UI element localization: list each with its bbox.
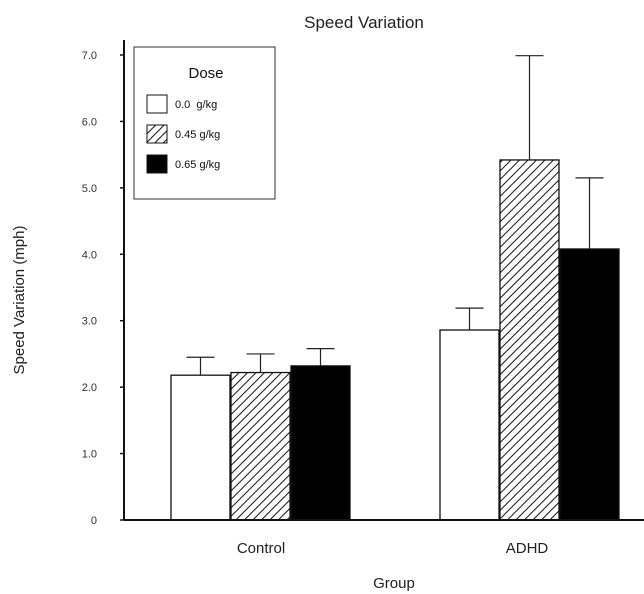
legend-swatch xyxy=(146,154,168,174)
legend-label: 0.45 g/kg xyxy=(175,129,220,141)
legend-title: Dose xyxy=(188,65,223,82)
bar xyxy=(439,329,500,521)
y-tick-label: 0 xyxy=(91,515,97,527)
legend-label: 0.0 g/kg xyxy=(175,99,217,111)
chart-title: Speed Variation xyxy=(304,13,424,32)
y-tick-label: 3.0 xyxy=(82,316,97,328)
legend-items: 0.0 g/kg 0.45 g/kg 0.65 g/kg xyxy=(146,94,220,174)
y-tick-label: 4.0 xyxy=(82,249,97,261)
bars-group xyxy=(170,55,620,521)
y-axis-ticks: 0 1.0 2.0 3.0 4.0 5.0 6.0 7.0 xyxy=(82,50,124,527)
legend-swatch xyxy=(146,124,168,144)
legend-label: 0.65 g/kg xyxy=(175,159,220,171)
y-tick-label: 6.0 xyxy=(82,116,97,128)
x-category-label: ADHD xyxy=(506,540,549,557)
legend: Dose 0.0 g/kg 0.45 g/kg 0.65 g/kg xyxy=(133,46,276,200)
bar xyxy=(230,371,291,521)
y-tick-label: 7.0 xyxy=(82,50,97,62)
bar xyxy=(290,365,351,521)
y-tick-label: 2.0 xyxy=(82,382,97,394)
x-category-label: Control xyxy=(237,540,285,557)
legend-box xyxy=(133,46,276,200)
y-tick-label: 1.0 xyxy=(82,449,97,461)
y-tick-label: 5.0 xyxy=(82,183,97,195)
x-category-labels: Control ADHD xyxy=(237,540,549,557)
y-axis-label: Speed Variation (mph) xyxy=(11,226,28,375)
bar xyxy=(499,159,560,521)
legend-swatch xyxy=(146,94,168,114)
x-axis-label: Group xyxy=(373,575,415,592)
bar xyxy=(559,248,620,521)
bar xyxy=(170,374,231,521)
